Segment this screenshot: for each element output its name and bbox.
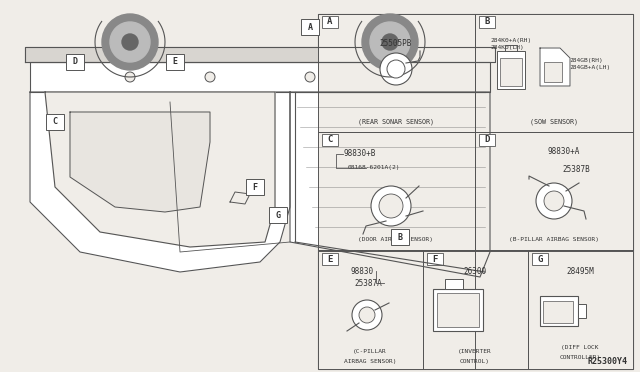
Text: (DOOR AIRBAG SENSOR): (DOOR AIRBAG SENSOR) xyxy=(358,237,433,243)
Bar xyxy=(318,14,633,369)
Text: R25300Y4: R25300Y4 xyxy=(588,357,628,366)
FancyBboxPatch shape xyxy=(391,229,409,245)
FancyBboxPatch shape xyxy=(246,179,264,195)
Circle shape xyxy=(536,183,572,219)
Circle shape xyxy=(305,72,315,82)
Text: 26300: 26300 xyxy=(463,266,486,276)
Circle shape xyxy=(385,72,395,82)
Text: D: D xyxy=(484,135,490,144)
Circle shape xyxy=(110,22,150,62)
Text: 284K0+A(RH)
284K0(LH): 284K0+A(RH) 284K0(LH) xyxy=(490,38,531,50)
FancyBboxPatch shape xyxy=(66,54,84,70)
Bar xyxy=(322,16,338,28)
Polygon shape xyxy=(30,62,490,92)
Polygon shape xyxy=(540,48,570,86)
Bar xyxy=(322,134,338,146)
Text: D: D xyxy=(72,58,77,67)
Circle shape xyxy=(380,53,412,85)
Bar xyxy=(423,251,528,369)
Bar xyxy=(544,62,562,82)
Text: (C-PILLAR: (C-PILLAR xyxy=(353,349,387,353)
Text: 98830+A: 98830+A xyxy=(548,148,580,157)
Circle shape xyxy=(544,191,564,211)
Text: F: F xyxy=(432,254,438,263)
Circle shape xyxy=(387,60,405,78)
Circle shape xyxy=(379,194,403,218)
Circle shape xyxy=(359,307,375,323)
Text: G: G xyxy=(538,254,543,263)
Text: (B-PILLAR AIRBAG SENSOR): (B-PILLAR AIRBAG SENSOR) xyxy=(509,237,599,243)
Text: 08168-6201A(2): 08168-6201A(2) xyxy=(348,166,401,170)
Polygon shape xyxy=(25,47,495,62)
Text: 98830: 98830 xyxy=(351,266,374,276)
Text: (INVERTER: (INVERTER xyxy=(458,349,492,353)
Bar xyxy=(543,301,573,323)
Bar xyxy=(475,132,633,250)
Bar xyxy=(437,293,479,327)
Bar xyxy=(528,251,633,369)
Text: A: A xyxy=(327,17,333,26)
Bar xyxy=(540,296,578,326)
Bar xyxy=(322,253,338,265)
Bar xyxy=(479,16,495,28)
Text: E: E xyxy=(327,254,333,263)
Text: C: C xyxy=(327,135,333,144)
Bar xyxy=(475,14,633,132)
Text: E: E xyxy=(173,58,177,67)
Text: 25387A: 25387A xyxy=(355,279,382,288)
Circle shape xyxy=(382,34,398,50)
Bar xyxy=(479,134,495,146)
Text: CONTROLLER): CONTROLLER) xyxy=(559,355,600,359)
Circle shape xyxy=(122,34,138,50)
Text: 25338D: 25338D xyxy=(453,301,481,311)
Text: C: C xyxy=(52,118,58,126)
Bar xyxy=(318,132,475,250)
Bar xyxy=(318,14,475,132)
Polygon shape xyxy=(30,92,290,272)
Bar xyxy=(500,58,522,86)
Text: B: B xyxy=(397,232,403,241)
Text: AIRBAG SENSOR): AIRBAG SENSOR) xyxy=(344,359,396,363)
Bar xyxy=(578,304,586,318)
Text: 25387B: 25387B xyxy=(562,166,590,174)
Circle shape xyxy=(205,72,215,82)
Text: B: B xyxy=(484,17,490,26)
Polygon shape xyxy=(290,92,490,277)
Circle shape xyxy=(362,14,418,70)
Bar xyxy=(445,279,463,289)
Bar xyxy=(497,51,525,89)
Bar xyxy=(532,253,548,265)
Circle shape xyxy=(102,14,158,70)
Bar xyxy=(427,253,443,265)
Circle shape xyxy=(125,72,135,82)
Text: A: A xyxy=(307,22,312,32)
Text: (DIFF LOCK: (DIFF LOCK xyxy=(561,344,599,350)
Text: (SOW SENSOR): (SOW SENSOR) xyxy=(530,119,578,125)
FancyBboxPatch shape xyxy=(269,207,287,223)
Bar xyxy=(433,289,483,331)
Circle shape xyxy=(370,22,410,62)
Polygon shape xyxy=(70,112,210,212)
Circle shape xyxy=(371,186,411,226)
FancyBboxPatch shape xyxy=(46,114,64,130)
Text: CONTROL): CONTROL) xyxy=(460,359,490,363)
Text: F: F xyxy=(253,183,257,192)
Text: 25505PB: 25505PB xyxy=(380,39,412,48)
Polygon shape xyxy=(45,92,275,247)
Text: (REAR SONAR SENSOR): (REAR SONAR SENSOR) xyxy=(358,119,434,125)
Text: 28495M: 28495M xyxy=(566,266,594,276)
Text: 98830+B: 98830+B xyxy=(343,150,376,158)
FancyBboxPatch shape xyxy=(166,54,184,70)
FancyBboxPatch shape xyxy=(301,19,319,35)
Text: 284GB(RH)
284GB+A(LH): 284GB(RH) 284GB+A(LH) xyxy=(569,58,611,70)
Text: G: G xyxy=(275,211,280,219)
Circle shape xyxy=(352,300,382,330)
Bar xyxy=(318,251,423,369)
